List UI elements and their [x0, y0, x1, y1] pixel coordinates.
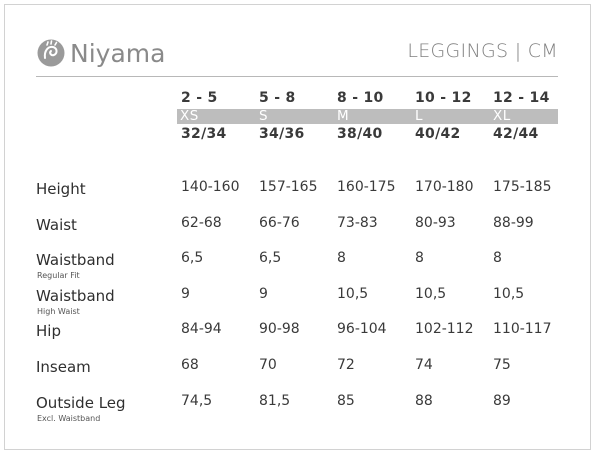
size-age-range: 12 - 14 — [493, 90, 550, 106]
table-cell: 10,5 — [337, 286, 369, 302]
table-cell: 75 — [493, 357, 511, 373]
table-cell: 8 — [337, 250, 346, 266]
table-cell: 85 — [337, 393, 355, 409]
table-cell: 8 — [493, 250, 502, 266]
brand-logo: Niyama — [36, 36, 165, 70]
table-cell: 110-117 — [493, 321, 552, 337]
page-title: LEGGINGS | CM — [407, 40, 558, 62]
table-cell: 8 — [415, 250, 424, 266]
table-cell: 74,5 — [181, 393, 213, 409]
table-cell: 170-180 — [415, 179, 474, 195]
table-cell: 9 — [181, 286, 190, 302]
table-cell: 70 — [259, 357, 277, 373]
size-letter: XL — [493, 108, 511, 124]
size-eu: 40/42 — [415, 126, 461, 142]
size-age-range: 10 - 12 — [415, 90, 472, 106]
size-letter: L — [415, 108, 424, 124]
row-sublabel: Regular Fit — [37, 271, 80, 280]
table-cell: 74 — [415, 357, 433, 373]
size-letter-band — [177, 109, 558, 124]
table-cell: 88 — [415, 393, 433, 409]
size-letter: M — [337, 108, 350, 124]
table-cell: 66-76 — [259, 215, 300, 231]
table-cell: 80-93 — [415, 215, 456, 231]
table-cell: 140-160 — [181, 179, 240, 195]
size-eu: 42/44 — [493, 126, 539, 142]
table-cell: 10,5 — [415, 286, 447, 302]
row-label: Waist — [36, 216, 77, 234]
size-letter: S — [259, 108, 269, 124]
size-eu: 38/40 — [337, 126, 383, 142]
table-cell: 73-83 — [337, 215, 378, 231]
table-cell: 81,5 — [259, 393, 291, 409]
row-label: Waistband — [36, 287, 115, 305]
table-cell: 160-175 — [337, 179, 396, 195]
table-cell: 72 — [337, 357, 355, 373]
table-cell: 6,5 — [181, 250, 204, 266]
size-age-range: 2 - 5 — [181, 90, 218, 106]
size-age-range: 5 - 8 — [259, 90, 296, 106]
table-cell: 90-98 — [259, 321, 300, 337]
table-cell: 68 — [181, 357, 199, 373]
header-divider — [36, 76, 558, 77]
size-letter: XS — [180, 108, 199, 124]
table-cell: 84-94 — [181, 321, 222, 337]
row-label: Inseam — [36, 358, 91, 376]
table-cell: 89 — [493, 393, 511, 409]
row-label: Waistband — [36, 251, 115, 269]
size-age-range: 8 - 10 — [337, 90, 384, 106]
size-eu: 32/34 — [181, 126, 227, 142]
size-eu: 34/36 — [259, 126, 305, 142]
table-cell: 10,5 — [493, 286, 525, 302]
size-chart-card — [4, 4, 591, 450]
brand-name: Niyama — [70, 38, 166, 68]
table-cell: 62-68 — [181, 215, 222, 231]
row-label: Outside Leg — [36, 394, 126, 412]
table-cell: 96-104 — [337, 321, 387, 337]
table-cell: 102-112 — [415, 321, 474, 337]
row-label: Hip — [36, 322, 61, 340]
table-cell: 9 — [259, 286, 268, 302]
table-cell: 175-185 — [493, 179, 552, 195]
hand-swirl-icon — [37, 39, 65, 67]
table-cell: 157-165 — [259, 179, 318, 195]
row-label: Height — [36, 180, 86, 198]
row-sublabel: Excl. Waistband — [37, 414, 101, 423]
table-cell: 6,5 — [259, 250, 282, 266]
row-sublabel: High Waist — [37, 307, 80, 316]
table-cell: 88-99 — [493, 215, 534, 231]
